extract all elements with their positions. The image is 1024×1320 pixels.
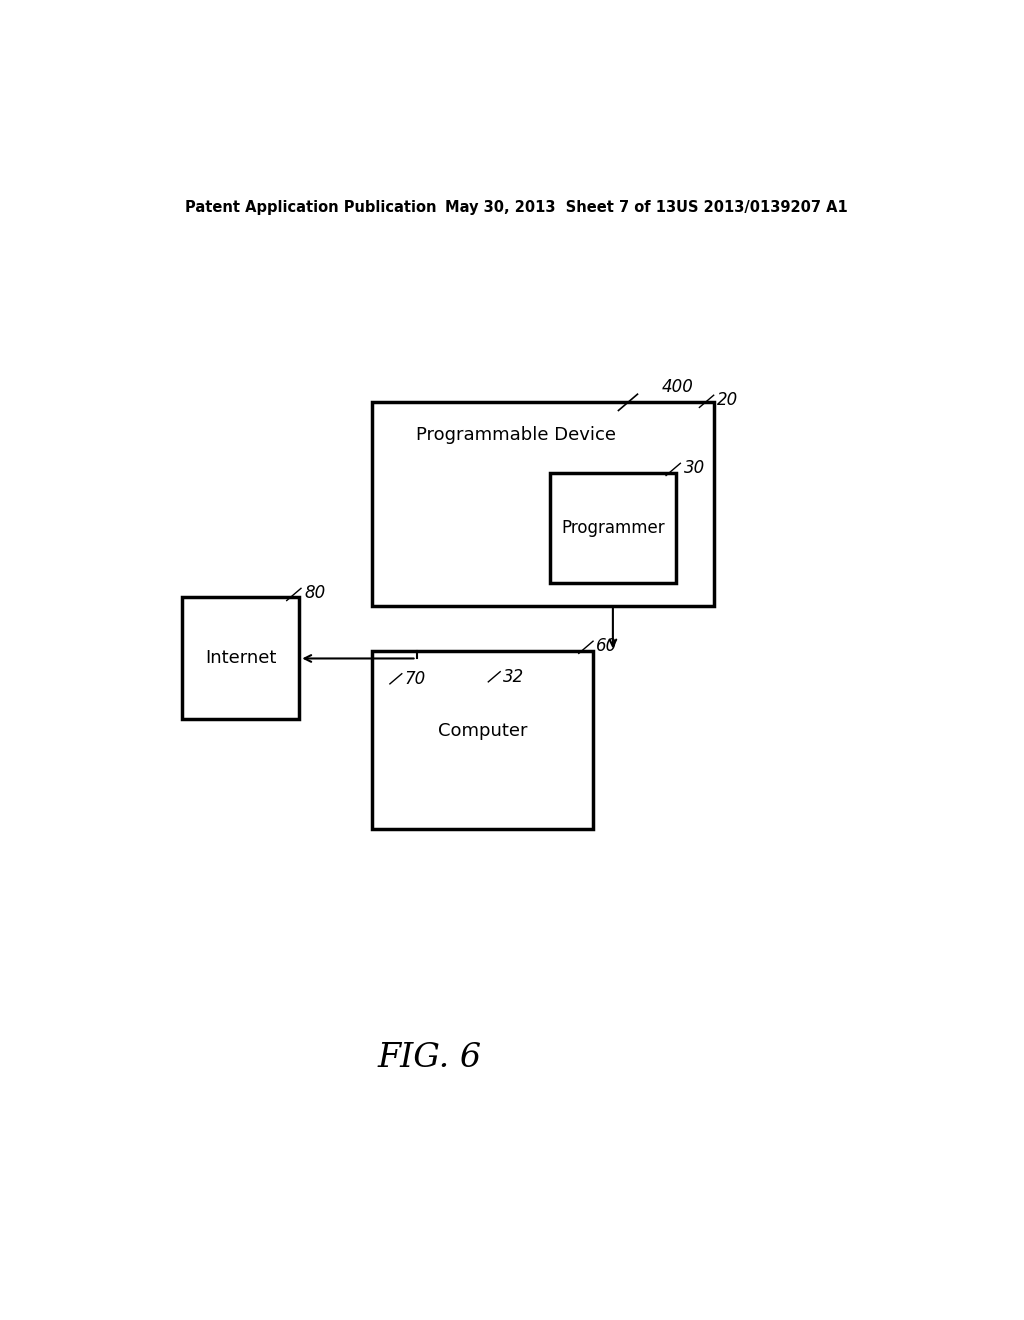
- Text: 70: 70: [404, 669, 425, 688]
- Bar: [373, 651, 593, 829]
- Text: FIG. 6: FIG. 6: [378, 1041, 481, 1074]
- Bar: [550, 474, 676, 583]
- Bar: [373, 403, 714, 606]
- Text: 30: 30: [684, 459, 705, 478]
- Bar: [182, 598, 299, 719]
- Text: Computer: Computer: [438, 722, 527, 741]
- Text: Patent Application Publication: Patent Application Publication: [185, 199, 436, 215]
- Text: Internet: Internet: [205, 649, 276, 668]
- Text: 32: 32: [503, 668, 524, 686]
- Text: Programmable Device: Programmable Device: [416, 426, 615, 444]
- Text: US 2013/0139207 A1: US 2013/0139207 A1: [676, 199, 847, 215]
- Text: 400: 400: [662, 378, 693, 396]
- Text: 80: 80: [304, 585, 326, 602]
- Text: Programmer: Programmer: [561, 519, 665, 537]
- Text: 20: 20: [717, 391, 738, 409]
- Text: May 30, 2013  Sheet 7 of 13: May 30, 2013 Sheet 7 of 13: [445, 199, 677, 215]
- Text: 60: 60: [596, 638, 617, 655]
